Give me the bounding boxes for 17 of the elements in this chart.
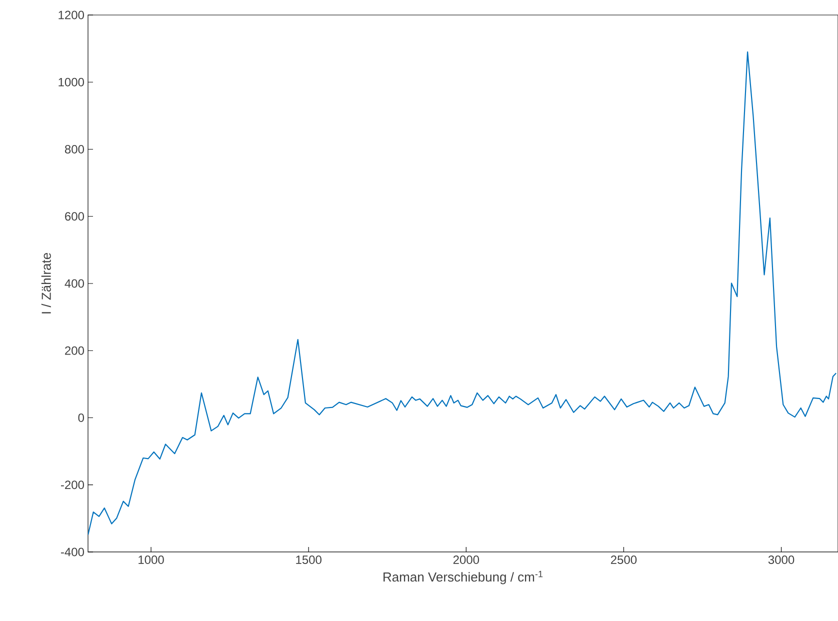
line-series (88, 51, 837, 536)
x-axis-title: Raman Verschiebung / cm$^{-1}$ (384, 570, 543, 584)
y-tick-label: 1000 (58, 78, 84, 86)
x-tick-label: 1500 (296, 556, 322, 564)
x-tick-label: 1000 (138, 556, 164, 564)
y-tick-label: -400 (60, 548, 84, 556)
y-tick-label: 600 (65, 212, 84, 221)
x-tick-label: 2500 (610, 556, 637, 564)
y-axis-title: I / Zählrate (41, 253, 51, 314)
y-tick-label: 400 (64, 279, 84, 288)
y-tick-label: 200 (65, 346, 84, 355)
y-tick-label: -200 (60, 480, 84, 490)
y-tick-label: 800 (64, 144, 84, 154)
x-tick-label: 3000 (768, 556, 794, 564)
y-tick-label: 0 (78, 413, 84, 422)
y-tick-label: 1200 (58, 10, 84, 20)
x-tick-label: 2000 (453, 556, 480, 564)
